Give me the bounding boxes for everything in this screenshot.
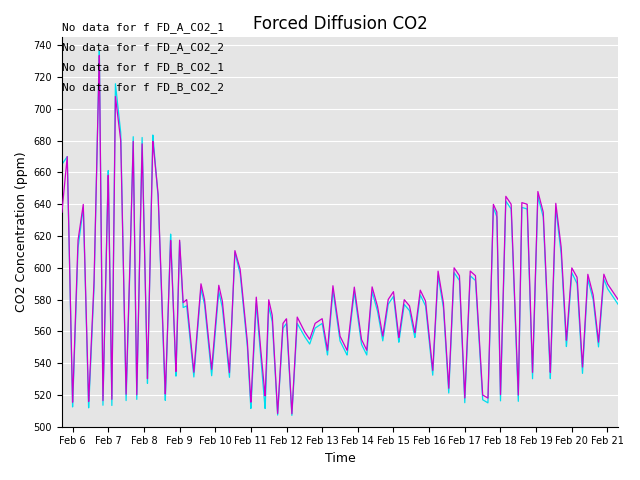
Y-axis label: CO2 Concentration (ppm): CO2 Concentration (ppm) xyxy=(15,152,28,312)
FD_C_CO2_1 xyxy=(58,209,66,215)
FD_C_CO2_1 xyxy=(474,300,481,306)
Line: FD_C_CO2_1: FD_C_CO2_1 xyxy=(62,56,618,414)
FD_C_CO2_1 xyxy=(516,332,524,337)
Text: No data for f FD_B_CO2_1: No data for f FD_B_CO2_1 xyxy=(62,62,224,73)
FD_C_CO2_1 xyxy=(159,329,167,335)
FD_C_CO2_2 xyxy=(516,337,524,343)
FD_C_CO2_1 xyxy=(614,297,622,302)
X-axis label: Time: Time xyxy=(324,452,355,465)
FD_C_CO2_2 xyxy=(614,301,622,307)
Text: No data for f FD_A_CO2_2: No data for f FD_A_CO2_2 xyxy=(62,42,224,53)
FD_C_CO2_1 xyxy=(271,354,278,360)
FD_C_CO2_1 xyxy=(288,411,296,417)
FD_C_CO2_1 xyxy=(95,53,103,59)
FD_C_CO2_2 xyxy=(159,334,167,340)
Line: FD_C_CO2_2: FD_C_CO2_2 xyxy=(62,51,618,415)
FD_C_CO2_2 xyxy=(58,162,66,168)
FD_C_CO2_2 xyxy=(420,300,428,305)
Text: No data for f FD_B_CO2_2: No data for f FD_B_CO2_2 xyxy=(62,82,224,93)
FD_C_CO2_1 xyxy=(420,295,428,300)
FD_C_CO2_2 xyxy=(95,48,103,54)
FD_C_CO2_2 xyxy=(288,412,296,418)
Text: No data for f FD_A_CO2_1: No data for f FD_A_CO2_1 xyxy=(62,22,224,33)
FD_C_CO2_2 xyxy=(271,359,278,364)
FD_C_CO2_1 xyxy=(392,308,399,313)
Title: Forced Diffusion CO2: Forced Diffusion CO2 xyxy=(253,15,428,33)
FD_C_CO2_2 xyxy=(392,312,399,318)
FD_C_CO2_2 xyxy=(474,305,481,311)
